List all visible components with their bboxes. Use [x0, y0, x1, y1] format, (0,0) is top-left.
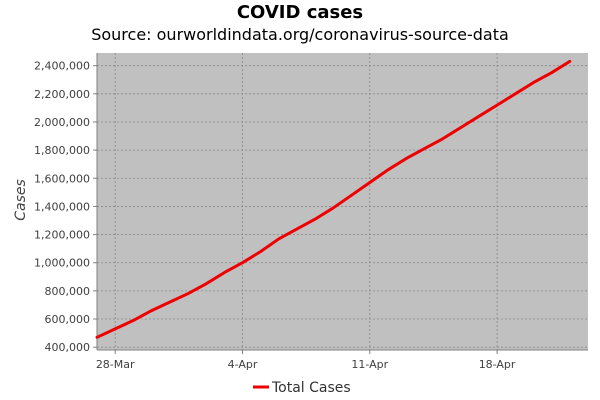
series-line-total-cases — [95, 59, 572, 339]
y-tick-label: 1,600,000 — [34, 172, 90, 185]
y-tick-label: 2,400,000 — [34, 60, 90, 73]
y-tick-label: 600,000 — [45, 313, 91, 326]
y-tick-label: 800,000 — [45, 285, 91, 298]
x-tick-label: 4-Apr — [228, 358, 258, 371]
y-axis-ticks: 400,000 600,000 800,000 1,000,000 1,200,000 1… — [34, 60, 97, 354]
y-tick-label: 1,800,000 — [34, 144, 90, 157]
y-tick-label: 2,200,000 — [34, 88, 90, 101]
legend: Total Cases — [253, 380, 351, 396]
x-tick-label: 28-Mar — [96, 358, 135, 371]
chart-subtitle: Source: ourworldindata.org/coronavirus-s… — [91, 25, 509, 44]
x-tick-label: 11-Apr — [351, 358, 388, 371]
y-tick-label: 1,400,000 — [34, 200, 90, 213]
chart-title: COVID cases — [237, 2, 363, 23]
series — [95, 59, 572, 339]
x-tick-label: 18-Apr — [479, 358, 516, 371]
y-tick-label: 1,200,000 — [34, 229, 90, 242]
x-axis-ticks: 28-Mar 4-Apr 11-Apr 18-Apr — [96, 350, 516, 371]
y-axis-label: Cases — [13, 179, 29, 221]
gridlines — [97, 53, 588, 350]
legend-label-total-cases: Total Cases — [271, 380, 351, 396]
axes — [96, 53, 588, 351]
y-tick-label: 1,000,000 — [34, 257, 90, 270]
y-tick-label: 2,000,000 — [34, 116, 90, 129]
y-tick-label: 400,000 — [45, 341, 91, 354]
